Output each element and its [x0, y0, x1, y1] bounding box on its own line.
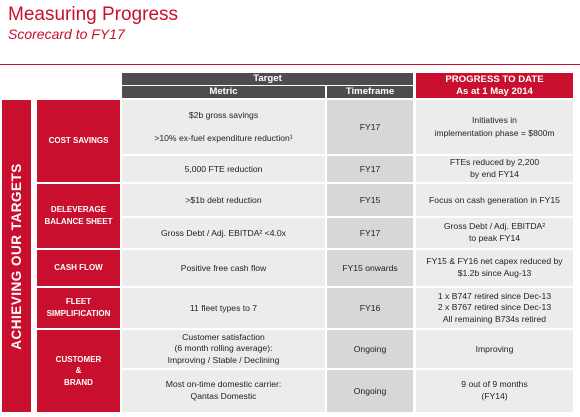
timeframe-cell: Ongoing: [327, 370, 413, 412]
metric-text: Most on-time domestic carrier:: [165, 379, 282, 390]
category-deleverage-line2: BALANCE SHEET: [44, 217, 113, 226]
metric-text: Qantas Domestic: [190, 391, 257, 401]
metric-header-label: Metric: [209, 85, 238, 97]
metric-text: $2b gross savings: [188, 110, 259, 121]
timeframe-cell: Ongoing: [327, 330, 413, 368]
timeframe-cell: FY15: [327, 184, 413, 216]
progress-cell: 1 x B747 retired since Dec-13 2 x B767 r…: [416, 288, 573, 328]
progress-text: All remaining B734s retired: [442, 313, 547, 324]
category-cash-flow: CASH FLOW: [37, 250, 120, 286]
progress-text: $1.2b since Aug-13: [457, 268, 532, 278]
title-divider: [0, 64, 580, 65]
category-customer-line2: &: [75, 366, 82, 376]
category-customer-line1: CUSTOMER: [55, 354, 102, 364]
progress-cell: FTEs reduced by 2,200 by end FY14: [416, 156, 573, 182]
progress-text: Gross Debt / Adj. EBITDA²: [443, 221, 546, 232]
timeframe-text: FY17: [359, 227, 381, 238]
target-header-label: Target: [253, 72, 282, 84]
category-fleet-line1: FLEET: [65, 297, 92, 307]
metric-cell: >$1b debt reduction: [122, 184, 325, 216]
timeframe-text: FY15: [359, 194, 381, 205]
progress-text: Initiatives in: [472, 115, 517, 126]
category-fleet-line2: SIMPLIFICATION: [46, 309, 111, 318]
metric-cell: $2b gross savings >10% ex-fuel expenditu…: [122, 100, 325, 154]
progress-text: Focus on cash generation in FY15: [429, 194, 560, 205]
metric-text: (6 month rolling average):: [174, 343, 273, 354]
metric-text: 11 fleet types to 7: [189, 302, 258, 313]
timeframe-text: FY17: [359, 121, 381, 132]
progress-cell: 9 out of 9 months (FY14): [416, 370, 573, 412]
metric-text: >$1b debt reduction: [185, 194, 262, 205]
progress-text: FTEs reduced by 2,200: [449, 157, 540, 168]
timeframe-cell: FY15 onwards: [327, 250, 413, 286]
timeframe-text: FY16: [359, 302, 381, 313]
category-deleverage-line1: DELEVERAGE: [50, 205, 107, 215]
timeframe-header-label: Timeframe: [345, 85, 395, 97]
timeframe-header: Timeframe: [327, 86, 413, 98]
progress-cell: Initiatives in implementation phase = $8…: [416, 100, 573, 154]
timeframe-cell: FY17: [327, 100, 413, 154]
metric-header: Metric: [122, 86, 325, 98]
category-cost-savings-label: COST SAVINGS: [48, 136, 109, 146]
metric-cell: 11 fleet types to 7: [122, 288, 325, 328]
category-fleet: FLEET SIMPLIFICATION: [37, 288, 120, 328]
category-customer-brand: CUSTOMER & BRAND: [37, 330, 120, 412]
metric-text: Improving / Stable / Declining: [167, 354, 280, 365]
progress-text: 9 out of 9 months: [461, 379, 528, 390]
progress-cell: Focus on cash generation in FY15: [416, 184, 573, 216]
timeframe-cell: FY17: [327, 156, 413, 182]
sidebar-banner: ACHIEVING OUR TARGETS: [2, 100, 31, 412]
timeframe-text: Ongoing: [353, 343, 387, 354]
progress-text: 2 x B767 retired since Dec-13: [437, 302, 552, 313]
timeframe-cell: FY16: [327, 288, 413, 328]
progress-text: Improving: [475, 343, 514, 354]
timeframe-text: FY17: [359, 163, 381, 174]
metric-cell: 5,000 FTE reduction: [122, 156, 325, 182]
progress-header-line1: PROGRESS TO DATE: [445, 73, 544, 85]
category-deleverage: DELEVERAGE BALANCE SHEET: [37, 184, 120, 248]
progress-header-line2: As at 1 May 2014: [456, 85, 533, 97]
timeframe-cell: FY17: [327, 218, 413, 248]
category-cash-flow-label: CASH FLOW: [54, 263, 103, 273]
category-cost-savings: COST SAVINGS: [37, 100, 120, 182]
metric-cell: Customer satisfaction (6 month rolling a…: [122, 330, 325, 368]
page-title: Measuring Progress: [8, 4, 179, 25]
progress-header: PROGRESS TO DATE As at 1 May 2014: [416, 73, 573, 98]
metric-text: 5,000 FTE reduction: [184, 163, 263, 174]
progress-cell: Improving: [416, 330, 573, 368]
metric-text: Gross Debt / Adj. EBITDA² <4.0x: [161, 227, 286, 238]
progress-text: implementation phase = $800m: [434, 128, 555, 138]
page-subtitle: Scorecard to FY17: [8, 26, 125, 42]
progress-text: FY15 & FY16 net capex reduced by: [426, 256, 563, 267]
target-header: Target: [122, 73, 413, 85]
progress-cell: FY15 & FY16 net capex reduced by $1.2b s…: [416, 250, 573, 286]
metric-text: >10% ex-fuel expenditure reduction¹: [154, 133, 293, 143]
metric-cell: Positive free cash flow: [122, 250, 325, 286]
progress-text: (FY14): [481, 391, 508, 401]
category-customer-line3: BRAND: [64, 377, 93, 387]
progress-text: by end FY14: [470, 169, 519, 179]
metric-cell: Gross Debt / Adj. EBITDA² <4.0x: [122, 218, 325, 248]
progress-text: to peak FY14: [468, 233, 521, 243]
timeframe-text: FY15 onwards: [342, 262, 398, 273]
sidebar-label: ACHIEVING OUR TARGETS: [9, 162, 25, 350]
progress-text: 1 x B747 retired since Dec-13: [437, 291, 552, 302]
metric-cell: Most on-time domestic carrier: Qantas Do…: [122, 370, 325, 412]
timeframe-text: Ongoing: [353, 385, 387, 396]
progress-cell: Gross Debt / Adj. EBITDA² to peak FY14: [416, 218, 573, 248]
metric-text: Customer satisfaction: [182, 332, 265, 343]
metric-text: Positive free cash flow: [180, 262, 267, 273]
